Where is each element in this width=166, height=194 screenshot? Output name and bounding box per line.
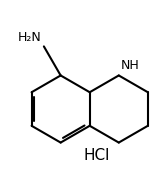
Text: H₂N: H₂N — [18, 31, 42, 44]
Text: NH: NH — [121, 59, 139, 72]
Text: HCl: HCl — [83, 148, 110, 163]
